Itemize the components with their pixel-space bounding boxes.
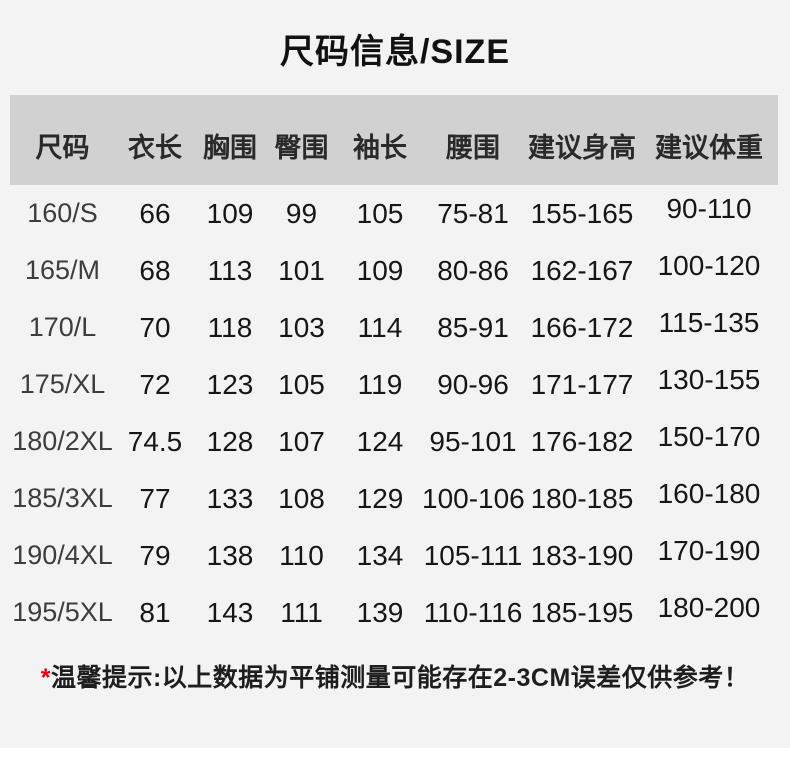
value-cell: 68 bbox=[139, 254, 171, 286]
value-cell: 105 bbox=[356, 197, 404, 229]
value-cell: 139 bbox=[356, 596, 404, 628]
value-cell: 100-120 bbox=[657, 249, 761, 281]
header-suggested-weight: 建议体重 bbox=[640, 95, 778, 185]
note-label: 温馨提示: bbox=[50, 664, 162, 692]
value-cell: 70 bbox=[139, 311, 171, 343]
table-row: 160/S 66 109 99 105 75-81 155-165 90-110 bbox=[10, 185, 778, 242]
value-cell: 66 bbox=[139, 197, 171, 229]
table-row: 190/4XL 79 138 110 134 105-111 183-190 170-190 bbox=[10, 527, 778, 584]
value-cell: 109 bbox=[206, 197, 254, 229]
header-hip: 臀围 bbox=[265, 95, 338, 185]
value-cell: 105 bbox=[278, 368, 325, 400]
size-table-header: 尺码 衣长 胸围 臀围 袖长 腰围 建议身高 建议体重 bbox=[10, 95, 778, 185]
size-cell: 175/XL bbox=[19, 369, 106, 399]
size-cell: 180/2XL bbox=[12, 426, 113, 456]
value-cell: 103 bbox=[278, 311, 325, 343]
size-cell: 195/5XL bbox=[12, 597, 113, 627]
table-row: 175/XL 72 123 105 119 90-96 171-177 130-155 bbox=[10, 356, 778, 413]
bottom-white-strip bbox=[0, 748, 790, 779]
value-cell: 110-116 bbox=[423, 596, 523, 628]
value-cell: 160-180 bbox=[657, 477, 761, 509]
size-cell: 185/3XL bbox=[12, 483, 113, 513]
value-cell: 183-190 bbox=[530, 539, 634, 571]
value-cell: 95-101 bbox=[429, 425, 517, 457]
value-cell: 171-177 bbox=[530, 368, 634, 400]
value-cell: 101 bbox=[278, 254, 325, 286]
value-cell: 108 bbox=[278, 482, 325, 514]
value-cell: 90-110 bbox=[666, 192, 752, 224]
value-cell: 133 bbox=[206, 482, 254, 514]
value-cell: 100-106 bbox=[422, 482, 525, 514]
header-garment-length: 衣长 bbox=[115, 95, 195, 185]
value-cell: 166-172 bbox=[530, 311, 634, 343]
value-cell: 155-165 bbox=[530, 197, 634, 229]
table-row: 185/3XL 77 133 108 129 100-106 180-185 160-180 bbox=[10, 470, 778, 527]
value-cell: 109 bbox=[356, 254, 404, 286]
value-cell: 138 bbox=[206, 539, 254, 571]
value-cell: 77 bbox=[139, 482, 171, 514]
value-cell: 180-185 bbox=[530, 482, 634, 514]
disclaimer-note: *温馨提示:以上数据为平铺测量可能存在2-3CM误差仅供参考！ bbox=[0, 658, 790, 694]
value-cell: 170-190 bbox=[657, 534, 761, 566]
size-table: 尺码 衣长 胸围 臀围 袖长 腰围 建议身高 建议体重 160/S 66 109 99… bbox=[10, 95, 778, 641]
value-cell: 99 bbox=[285, 197, 318, 229]
size-info-canvas: 尺码信息/SIZE 尺码 衣长 胸围 臀围 袖长 腰围 建议身高 建议体重 16… bbox=[0, 0, 790, 748]
value-cell: 124 bbox=[356, 425, 404, 457]
table-row: 180/2XL 74.5 128 107 124 95-101 176-182 150-170 bbox=[10, 413, 778, 470]
value-cell: 180-200 bbox=[657, 591, 761, 623]
asterisk-mark: * bbox=[40, 664, 51, 692]
value-cell: 176-182 bbox=[530, 425, 634, 457]
value-cell: 118 bbox=[207, 311, 253, 343]
value-cell: 143 bbox=[206, 596, 254, 628]
value-cell: 113 bbox=[207, 254, 253, 286]
value-cell: 74.5 bbox=[127, 425, 183, 457]
value-cell: 185-195 bbox=[530, 596, 634, 628]
value-cell: 129 bbox=[356, 482, 404, 514]
table-row: 170/L 70 118 103 114 85-91 166-172 115-135 bbox=[10, 299, 778, 356]
value-cell: 80-86 bbox=[437, 254, 509, 286]
value-cell: 150-170 bbox=[657, 420, 761, 452]
header-sleeve-length: 袖长 bbox=[338, 95, 422, 185]
size-cell: 170/L bbox=[28, 312, 97, 342]
value-cell: 75-81 bbox=[437, 197, 509, 229]
table-row: 165/M 68 113 101 109 80-86 162-167 100-120 bbox=[10, 242, 778, 299]
size-cell: 190/4XL bbox=[12, 540, 113, 570]
value-cell: 105-111 bbox=[423, 539, 523, 571]
value-cell: 110 bbox=[279, 539, 324, 571]
value-cell: 107 bbox=[278, 425, 325, 457]
header-chest: 胸围 bbox=[195, 95, 265, 185]
value-cell: 72 bbox=[139, 368, 171, 400]
value-cell: 114 bbox=[357, 311, 403, 343]
header-waist: 腰围 bbox=[422, 95, 524, 185]
value-cell: 130-155 bbox=[657, 363, 761, 395]
header-size: 尺码 bbox=[10, 95, 115, 185]
table-row: 195/5XL 81 143 111 139 110-116 185-195 180-200 bbox=[10, 584, 778, 641]
value-cell: 115-135 bbox=[658, 306, 760, 338]
header-suggested-height: 建议身高 bbox=[524, 95, 640, 185]
value-cell: 119 bbox=[357, 368, 403, 400]
value-cell: 162-167 bbox=[530, 254, 634, 286]
value-cell: 123 bbox=[206, 368, 254, 400]
size-cell: 160/S bbox=[27, 198, 98, 228]
value-cell: 85-91 bbox=[437, 311, 509, 343]
value-cell: 79 bbox=[139, 539, 171, 571]
size-table-body: 160/S 66 109 99 105 75-81 155-165 90-110 165/M 68… bbox=[10, 185, 778, 641]
value-cell: 111 bbox=[280, 596, 323, 628]
header-row: 尺码 衣长 胸围 臀围 袖长 腰围 建议身高 建议体重 bbox=[10, 95, 778, 185]
note-text: 以上数据为平铺测量可能存在2-3CM误差仅供参考！ bbox=[161, 664, 750, 692]
value-cell: 81 bbox=[139, 596, 171, 628]
value-cell: 128 bbox=[206, 425, 254, 457]
page-title: 尺码信息/SIZE bbox=[279, 33, 511, 71]
value-cell: 90-96 bbox=[437, 368, 509, 400]
size-cell: 165/M bbox=[24, 255, 101, 285]
value-cell: 134 bbox=[356, 539, 404, 571]
